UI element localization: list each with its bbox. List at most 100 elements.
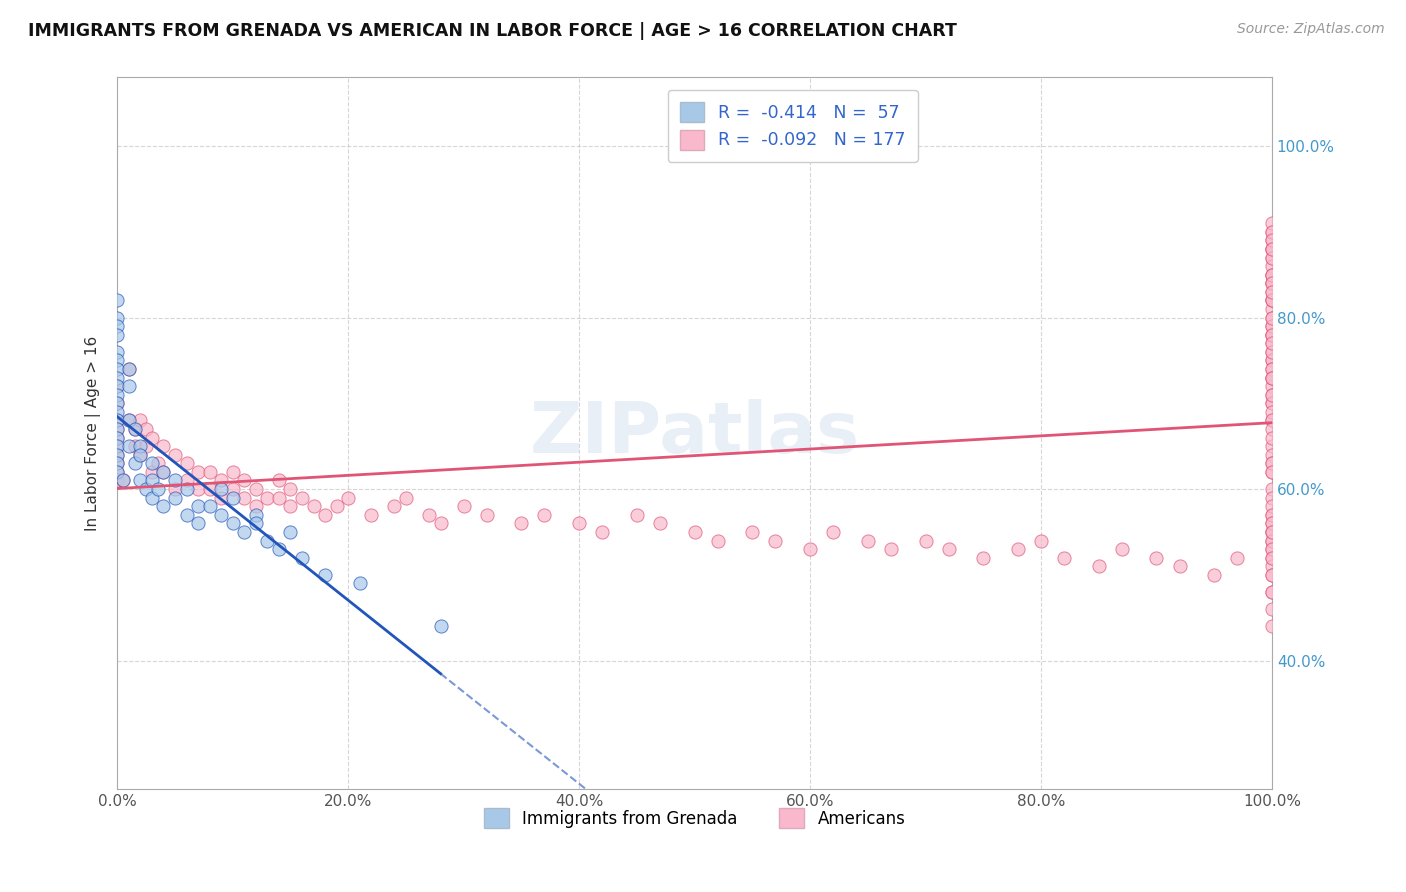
Point xyxy=(222,465,245,479)
Point xyxy=(429,619,451,633)
Point xyxy=(1261,542,1284,557)
Point xyxy=(799,542,821,557)
Point xyxy=(245,516,267,531)
Point xyxy=(1261,585,1284,599)
Point xyxy=(1261,396,1284,410)
Point xyxy=(105,370,128,384)
Point xyxy=(105,422,128,436)
Point xyxy=(135,482,157,496)
Point xyxy=(198,500,221,514)
Point xyxy=(163,448,186,462)
Point xyxy=(280,524,302,539)
Point xyxy=(146,456,169,470)
Point xyxy=(105,422,128,436)
Point xyxy=(118,379,141,393)
Point xyxy=(187,465,209,479)
Point xyxy=(124,422,146,436)
Point xyxy=(105,474,128,488)
Point xyxy=(1261,293,1284,308)
Point xyxy=(105,293,128,308)
Point xyxy=(533,508,555,522)
Point xyxy=(1261,327,1284,342)
Point xyxy=(1261,301,1284,316)
Point xyxy=(118,362,141,376)
Point xyxy=(105,388,128,402)
Point xyxy=(141,431,163,445)
Point xyxy=(1261,388,1284,402)
Point xyxy=(1261,293,1284,308)
Point xyxy=(129,448,152,462)
Point xyxy=(1261,242,1284,256)
Point xyxy=(325,500,347,514)
Point xyxy=(146,482,169,496)
Point xyxy=(267,542,290,557)
Point xyxy=(1261,619,1284,633)
Point xyxy=(337,491,360,505)
Point xyxy=(1261,251,1284,265)
Point xyxy=(105,456,128,470)
Point xyxy=(129,413,152,427)
Point xyxy=(267,491,290,505)
Point xyxy=(291,491,314,505)
Point xyxy=(1261,285,1284,299)
Point xyxy=(118,362,141,376)
Point xyxy=(314,567,336,582)
Point xyxy=(1261,319,1284,334)
Point xyxy=(1261,216,1284,230)
Point xyxy=(112,474,135,488)
Point xyxy=(741,524,763,539)
Point xyxy=(1261,396,1284,410)
Point xyxy=(880,542,903,557)
Point xyxy=(233,524,256,539)
Point xyxy=(1261,327,1284,342)
Point xyxy=(129,448,152,462)
Point xyxy=(591,524,613,539)
Point xyxy=(1261,370,1284,384)
Point xyxy=(209,482,232,496)
Point xyxy=(1261,353,1284,368)
Point xyxy=(1261,336,1284,351)
Point xyxy=(222,491,245,505)
Point xyxy=(1261,293,1284,308)
Point xyxy=(256,491,278,505)
Point xyxy=(1261,327,1284,342)
Point xyxy=(135,422,157,436)
Point xyxy=(1261,550,1284,565)
Legend: Immigrants from Grenada, Americans: Immigrants from Grenada, Americans xyxy=(477,802,912,834)
Point xyxy=(209,491,232,505)
Point xyxy=(135,439,157,453)
Point xyxy=(683,524,706,539)
Point xyxy=(1261,542,1284,557)
Point xyxy=(141,491,163,505)
Point xyxy=(1261,516,1284,531)
Point xyxy=(1261,550,1284,565)
Point xyxy=(1111,542,1133,557)
Point xyxy=(1261,277,1284,291)
Point xyxy=(1261,456,1284,470)
Point xyxy=(105,431,128,445)
Point xyxy=(105,379,128,393)
Point xyxy=(141,465,163,479)
Point xyxy=(1261,585,1284,599)
Point xyxy=(152,465,174,479)
Point xyxy=(1261,344,1284,359)
Point xyxy=(349,576,371,591)
Point xyxy=(141,474,163,488)
Point xyxy=(105,379,128,393)
Point xyxy=(176,474,198,488)
Point xyxy=(198,465,221,479)
Point xyxy=(429,516,451,531)
Point xyxy=(105,413,128,427)
Point xyxy=(1261,285,1284,299)
Point xyxy=(1087,559,1109,574)
Point xyxy=(118,439,141,453)
Point xyxy=(1261,370,1284,384)
Point xyxy=(706,533,728,548)
Point xyxy=(1261,508,1284,522)
Point xyxy=(1261,567,1284,582)
Point xyxy=(187,500,209,514)
Point xyxy=(152,500,174,514)
Point xyxy=(105,431,128,445)
Point xyxy=(1261,336,1284,351)
Text: IMMIGRANTS FROM GRENADA VS AMERICAN IN LABOR FORCE | AGE > 16 CORRELATION CHART: IMMIGRANTS FROM GRENADA VS AMERICAN IN L… xyxy=(28,22,957,40)
